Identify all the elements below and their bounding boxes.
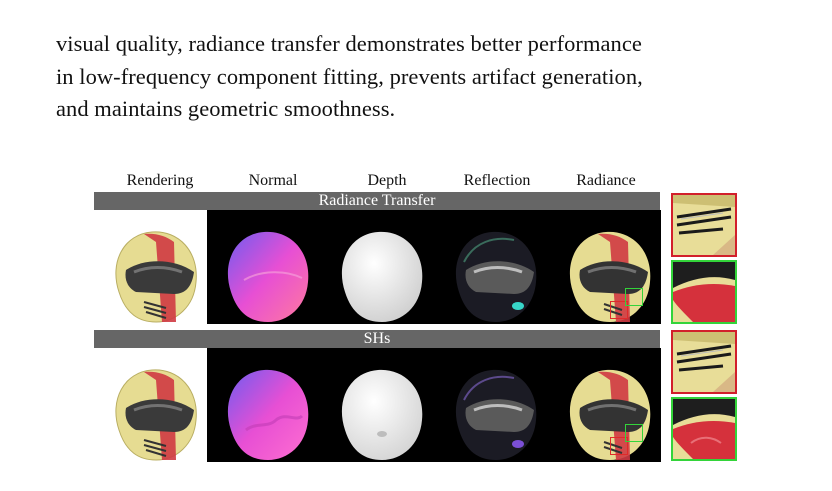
zoom-marker-green-row1	[625, 288, 643, 306]
zoom-inset-green-row2	[671, 397, 737, 461]
normal-image-row2	[216, 360, 316, 464]
normal-image-row1	[216, 222, 316, 326]
column-header-rendering: Rendering	[126, 172, 194, 189]
column-header-reflection: Reflection	[463, 172, 531, 189]
column-header-depth: Depth	[367, 172, 407, 189]
depth-image-row2	[330, 360, 430, 464]
paragraph-line-1: visual quality, radiance transfer demons…	[56, 31, 642, 56]
depth-image-row1	[330, 222, 430, 326]
reflection-image-row1	[444, 222, 544, 326]
paragraph-line-2: in low-frequency component fitting, prev…	[56, 63, 643, 89]
zoom-marker-green-row2	[625, 424, 643, 442]
column-header-radiance: Radiance	[576, 172, 636, 189]
zoom-inset-green-row1	[671, 260, 737, 324]
body-paragraph: visual quality, radiance transfer demons…	[56, 28, 796, 126]
zoom-marker-red-row1	[610, 301, 628, 319]
row-band-shs: SHs	[94, 330, 660, 348]
paragraph-line-3: and maintains geometric smoothness.	[56, 96, 396, 121]
reflection-image-row2	[444, 360, 544, 464]
zoom-marker-red-row2	[610, 437, 628, 455]
radiance-image-row2	[558, 360, 658, 464]
radiance-image-row1	[558, 222, 658, 326]
zoom-inset-red-row2	[671, 330, 737, 394]
zoom-inset-red-row1	[671, 193, 737, 257]
rendering-image-row1	[104, 222, 204, 326]
column-header-normal: Normal	[248, 172, 298, 189]
rendering-image-row2	[104, 360, 204, 464]
row-band-radiance-transfer: Radiance Transfer	[94, 192, 660, 210]
